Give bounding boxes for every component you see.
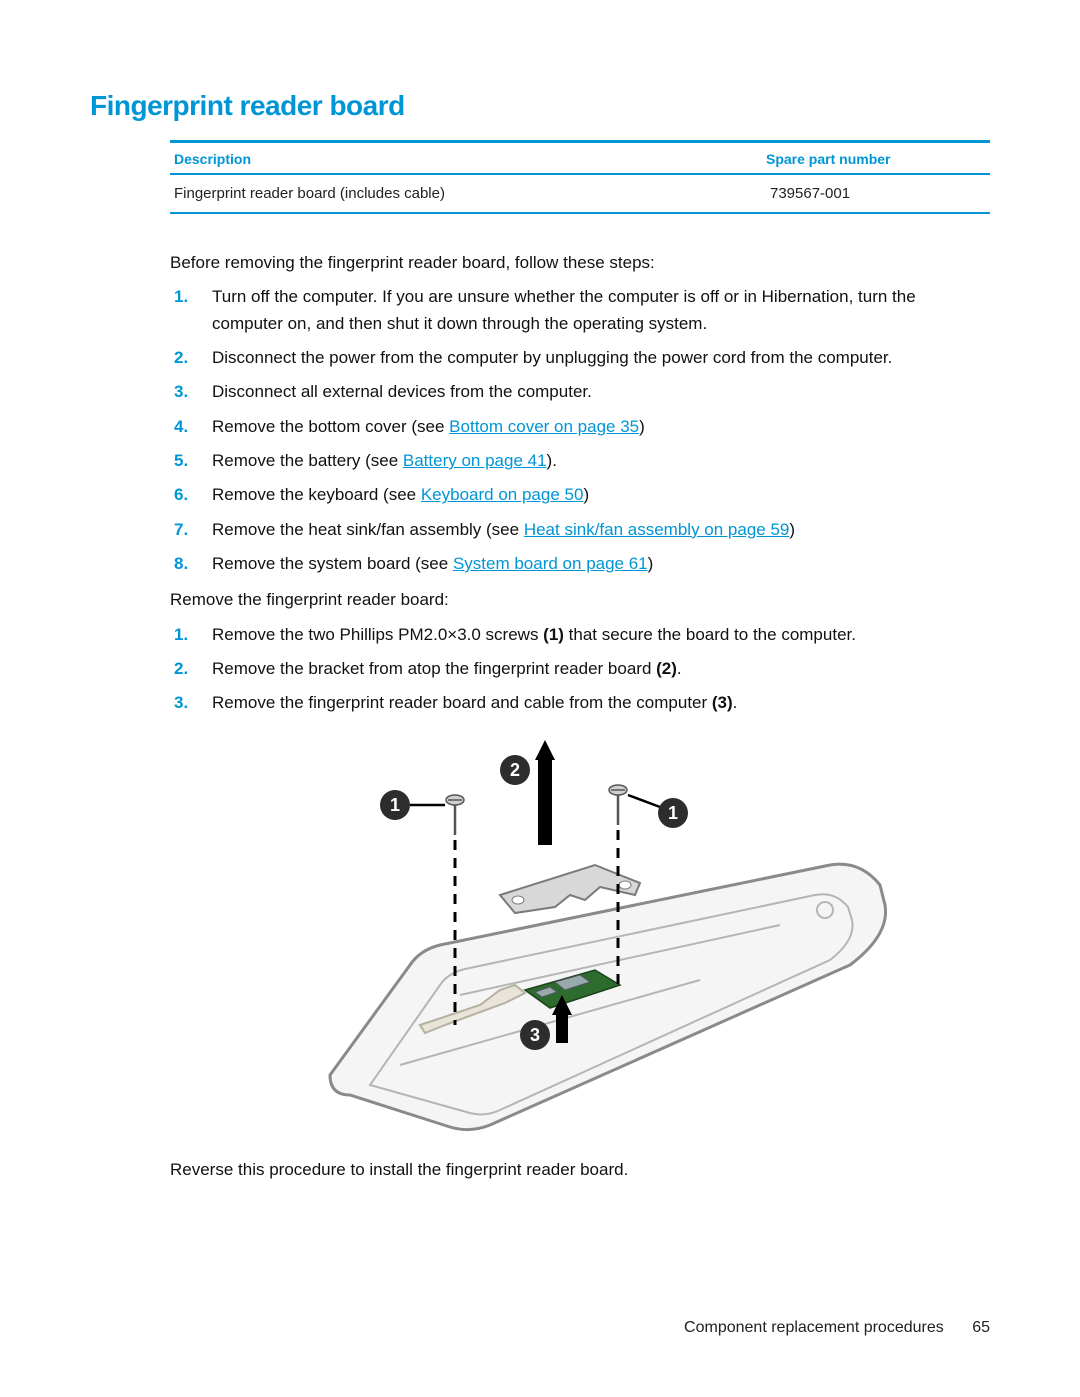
arrow-up-icon bbox=[535, 740, 555, 845]
footer-label: Component replacement procedures bbox=[684, 1319, 944, 1336]
step-text: ). bbox=[547, 451, 557, 470]
exploded-diagram: 1 1 2 3 bbox=[270, 735, 890, 1135]
link-keyboard[interactable]: Keyboard on page 50 bbox=[421, 485, 584, 504]
step-text: Remove the system board (see bbox=[212, 554, 453, 573]
callout-ref: (1) bbox=[543, 625, 564, 644]
link-battery[interactable]: Battery on page 41 bbox=[403, 451, 547, 470]
link-bottom-cover[interactable]: Bottom cover on page 35 bbox=[449, 417, 639, 436]
step-text: Remove the battery (see bbox=[212, 451, 403, 470]
page-number: 65 bbox=[972, 1319, 990, 1336]
cell-spn: 739567-001 bbox=[766, 174, 990, 213]
step-text: Remove the keyboard (see bbox=[212, 485, 421, 504]
step-text: . bbox=[733, 693, 738, 712]
step-text: Remove the fingerprint reader board and … bbox=[212, 693, 712, 712]
removal-steps: Remove the two Phillips PM2.0×3.0 screws… bbox=[170, 622, 990, 717]
callout-ref: (3) bbox=[712, 693, 733, 712]
spare-parts-table: Description Spare part number Fingerprin… bbox=[170, 140, 990, 214]
step: Turn off the computer. If you are unsure… bbox=[202, 284, 990, 337]
callout-label: 3 bbox=[530, 1025, 540, 1045]
step: Remove the keyboard (see Keyboard on pag… bbox=[202, 482, 990, 508]
link-heat-sink[interactable]: Heat sink/fan assembly on page 59 bbox=[524, 520, 790, 539]
col-description: Description bbox=[170, 142, 766, 175]
step-text: ) bbox=[639, 417, 645, 436]
screw-left-icon bbox=[446, 795, 464, 835]
step: Remove the heat sink/fan assembly (see H… bbox=[202, 517, 990, 543]
step-text: ) bbox=[789, 520, 795, 539]
step-text: ) bbox=[583, 485, 589, 504]
intro-text: Before removing the fingerprint reader b… bbox=[170, 250, 990, 276]
step: Disconnect the power from the computer b… bbox=[202, 345, 990, 371]
step: Remove the battery (see Battery on page … bbox=[202, 448, 990, 474]
step: Remove the bottom cover (see Bottom cove… bbox=[202, 414, 990, 440]
step: Remove the bracket from atop the fingerp… bbox=[202, 656, 990, 682]
step-text: Remove the two Phillips PM2.0×3.0 screws bbox=[212, 625, 543, 644]
step-text: Remove the bottom cover (see bbox=[212, 417, 449, 436]
step: Remove the system board (see System boar… bbox=[202, 551, 990, 577]
page-footer: Component replacement procedures 65 bbox=[684, 1319, 990, 1337]
step-text: . bbox=[677, 659, 682, 678]
col-spare-part-number: Spare part number bbox=[766, 142, 990, 175]
callout-label: 1 bbox=[390, 795, 400, 815]
link-system-board[interactable]: System board on page 61 bbox=[453, 554, 648, 573]
callout-label: 1 bbox=[668, 803, 678, 823]
callout-ref: (2) bbox=[656, 659, 677, 678]
section-title: Fingerprint reader board bbox=[90, 90, 990, 122]
step: Remove the fingerprint reader board and … bbox=[202, 690, 990, 716]
closing-text: Reverse this procedure to install the fi… bbox=[170, 1157, 990, 1183]
screw-right-icon bbox=[609, 785, 627, 825]
table-row: Fingerprint reader board (includes cable… bbox=[170, 174, 990, 213]
step-text: Remove the heat sink/fan assembly (see bbox=[212, 520, 524, 539]
sub-intro-text: Remove the fingerprint reader board: bbox=[170, 587, 990, 613]
step: Remove the two Phillips PM2.0×3.0 screws… bbox=[202, 622, 990, 648]
step-text: ) bbox=[648, 554, 654, 573]
callout-label: 2 bbox=[510, 760, 520, 780]
step-text: that secure the board to the computer. bbox=[564, 625, 856, 644]
step: Disconnect all external devices from the… bbox=[202, 379, 990, 405]
step-text: Remove the bracket from atop the fingerp… bbox=[212, 659, 656, 678]
cell-description: Fingerprint reader board (includes cable… bbox=[170, 174, 766, 213]
pre-removal-steps: Turn off the computer. If you are unsure… bbox=[170, 284, 990, 577]
